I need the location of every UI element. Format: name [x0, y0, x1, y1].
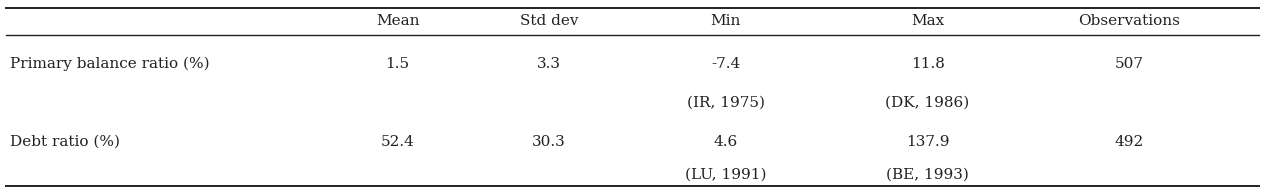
Text: Std dev: Std dev [520, 14, 578, 28]
Text: (DK, 1986): (DK, 1986) [886, 96, 969, 110]
Text: 3.3: 3.3 [536, 57, 562, 71]
Text: 137.9: 137.9 [906, 135, 949, 149]
Text: 30.3: 30.3 [533, 135, 565, 149]
Text: Mean: Mean [376, 14, 419, 28]
Text: (LU, 1991): (LU, 1991) [685, 168, 766, 182]
Text: 507: 507 [1116, 57, 1143, 71]
Text: Min: Min [711, 14, 741, 28]
Text: 52.4: 52.4 [381, 135, 414, 149]
Text: (IR, 1975): (IR, 1975) [687, 96, 765, 110]
Text: Max: Max [911, 14, 944, 28]
Text: 11.8: 11.8 [911, 57, 944, 71]
Text: Observations: Observations [1079, 14, 1180, 28]
Text: Debt ratio (%): Debt ratio (%) [10, 135, 120, 149]
Text: (BE, 1993): (BE, 1993) [886, 168, 969, 182]
Text: -7.4: -7.4 [711, 57, 741, 71]
Text: Primary balance ratio (%): Primary balance ratio (%) [10, 57, 209, 71]
Text: 4.6: 4.6 [713, 135, 738, 149]
Text: 492: 492 [1114, 135, 1145, 149]
Text: 1.5: 1.5 [385, 57, 410, 71]
